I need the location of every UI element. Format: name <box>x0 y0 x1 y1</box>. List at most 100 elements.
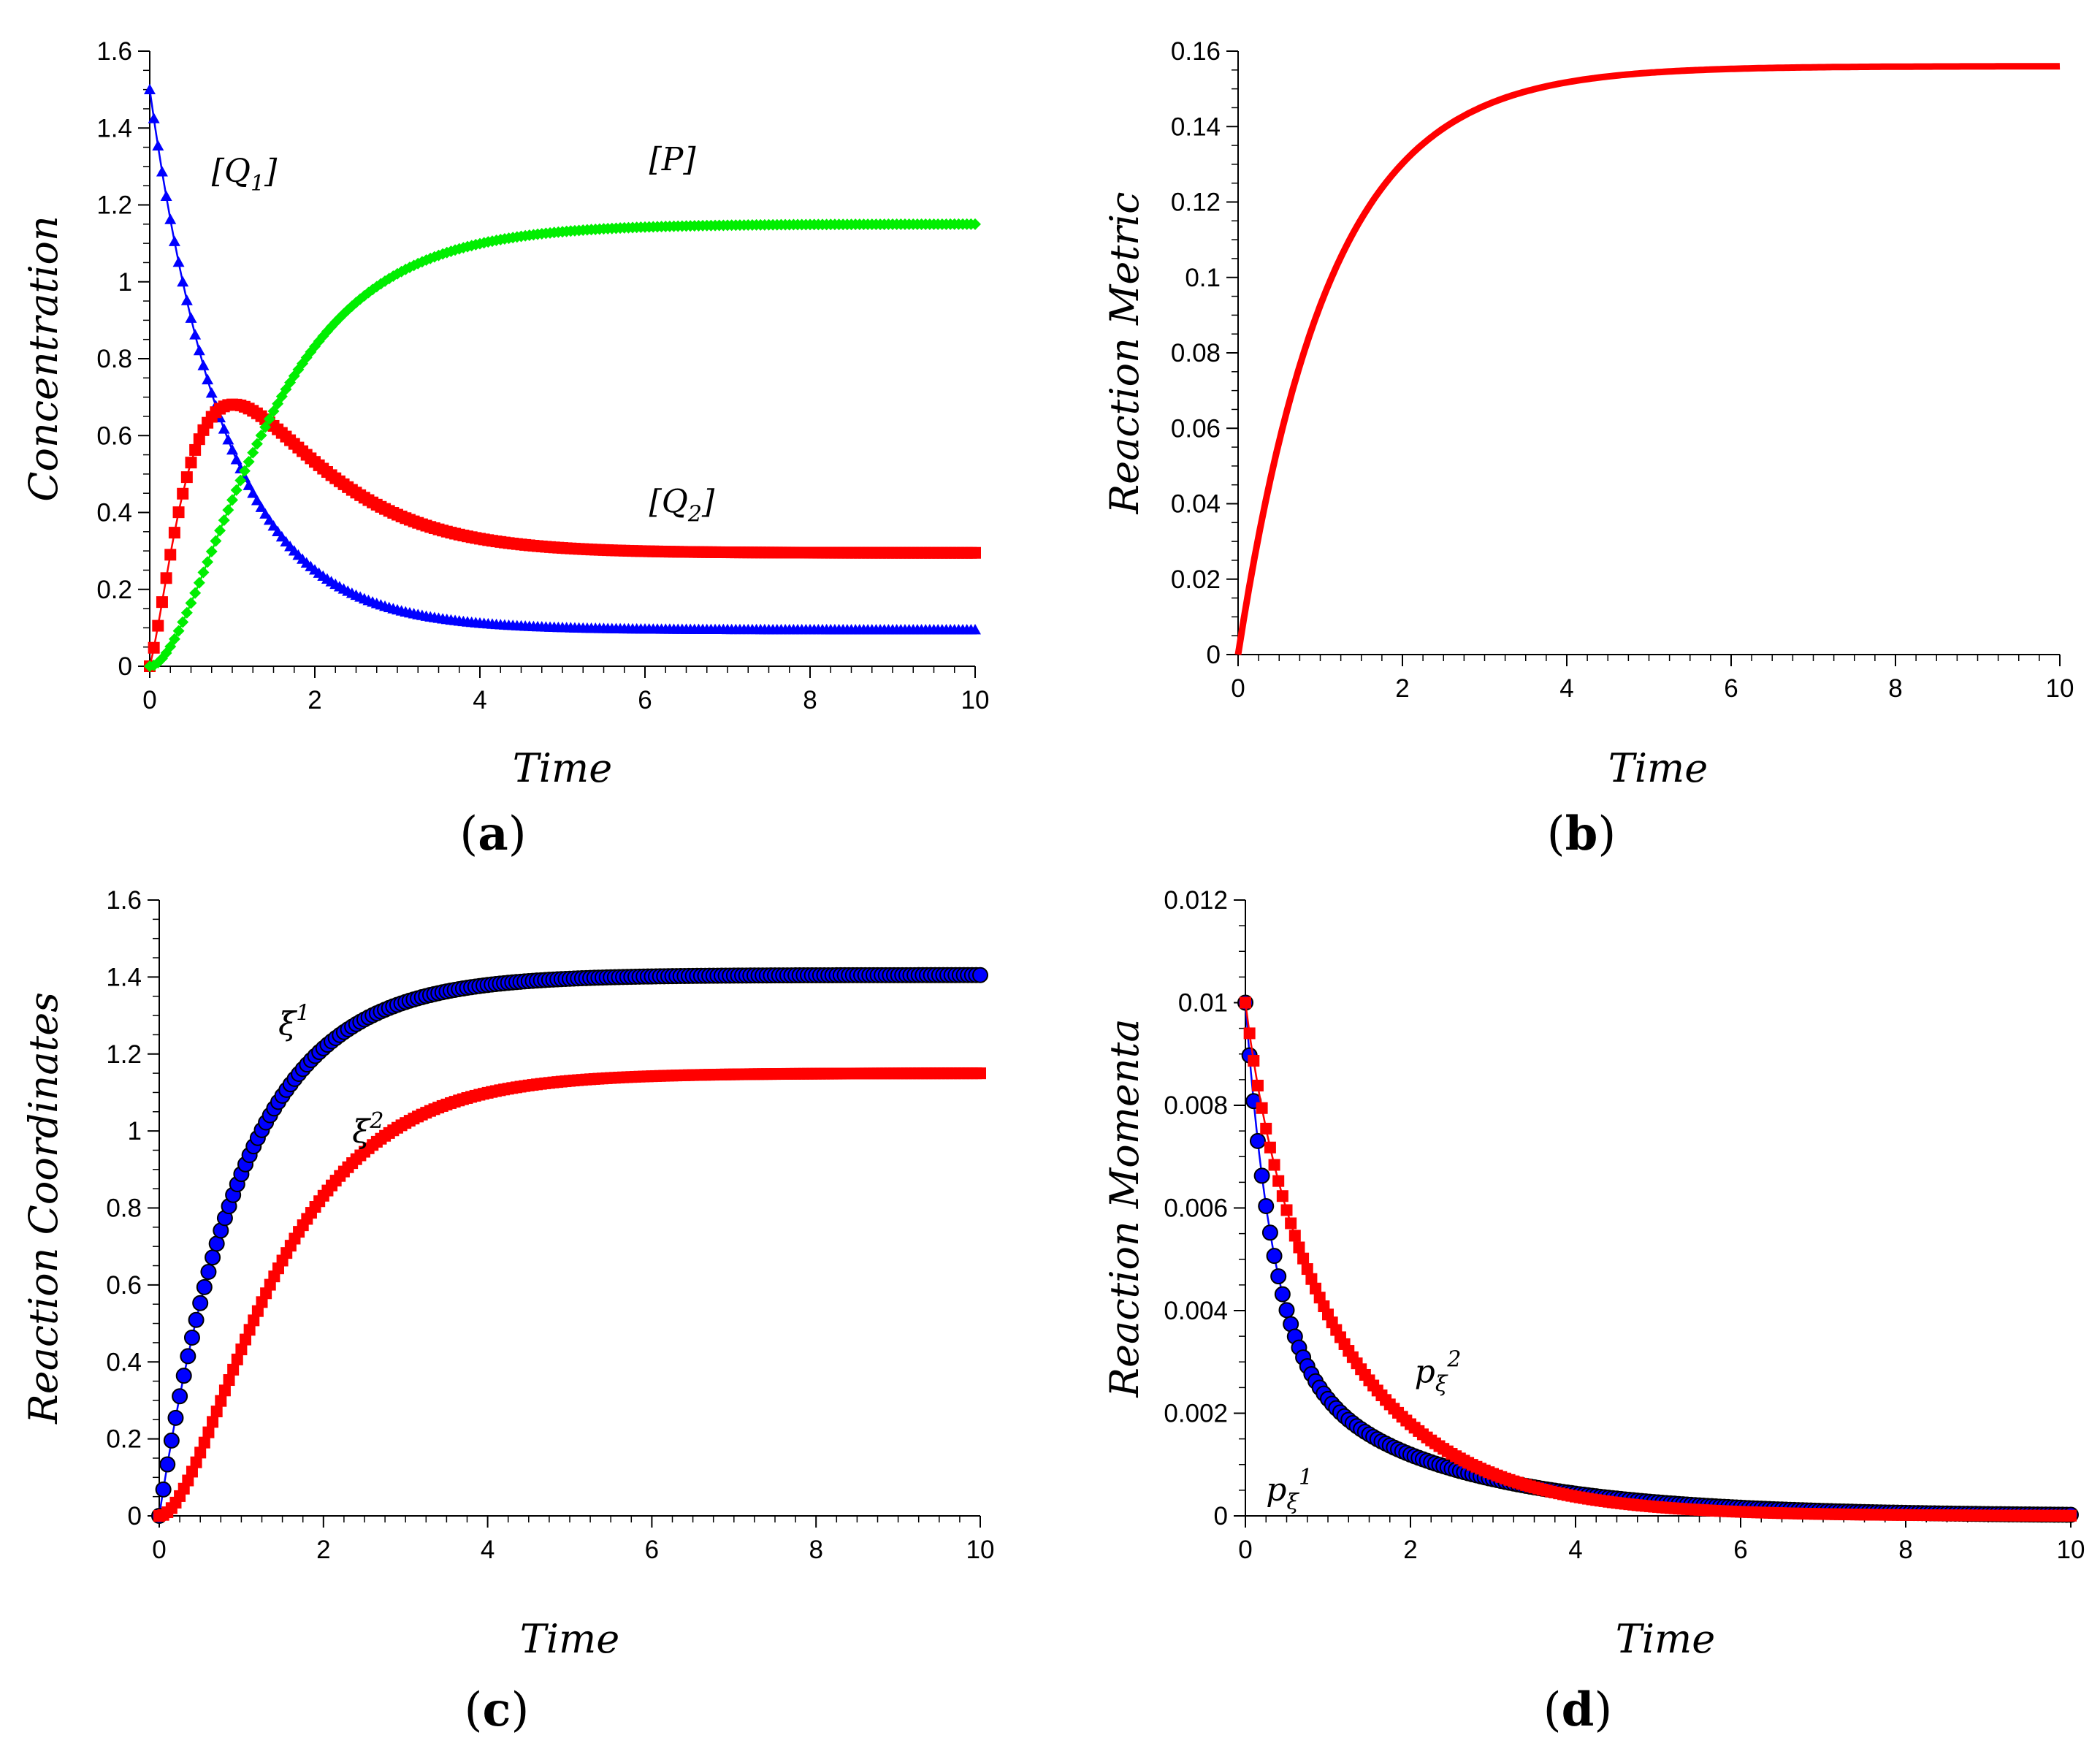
data-point <box>156 166 168 177</box>
data-point <box>247 446 259 459</box>
data-point <box>226 443 238 455</box>
series-none-ff0000 <box>1234 63 2061 655</box>
data-point <box>208 1235 225 1252</box>
chart-panel-a: 0 2 4 6 8 10 0 0.2 0.4 0.6 0.8 1 1.2 1.4 1.6 [Q1] [P] [Q2… <box>20 37 989 861</box>
y-tick-label: 0 <box>1214 1502 1228 1530</box>
data-point <box>251 438 263 450</box>
x-tick-label: 4 <box>1568 1536 1582 1564</box>
data-point <box>969 623 981 635</box>
data-point <box>180 471 193 484</box>
data-point <box>1293 1241 1305 1254</box>
data-point <box>164 213 177 224</box>
x-tick-label: 2 <box>1395 674 1409 703</box>
data-point <box>230 454 243 465</box>
data-point <box>168 633 180 645</box>
data-point <box>1256 1102 1268 1114</box>
data-point <box>202 1426 215 1438</box>
data-point <box>259 508 272 519</box>
data-point <box>205 545 218 557</box>
data-point <box>167 1409 184 1426</box>
y-tick-label: 0.6 <box>96 422 132 450</box>
y-tick-label: 0.06 <box>1171 414 1221 443</box>
data-point <box>2065 1509 2077 1522</box>
y-tick-label: 1.6 <box>106 886 142 915</box>
series-line <box>149 223 975 668</box>
data-point <box>172 625 185 637</box>
x-tick-label: 8 <box>809 1536 822 1564</box>
data-point <box>160 190 172 202</box>
series-square-ff0000 <box>153 1067 986 1522</box>
x-tick-label: 0 <box>142 686 156 714</box>
data-point <box>288 370 300 382</box>
panel-label: (b) <box>1547 807 1616 861</box>
y-tick-label: 0.006 <box>1164 1194 1228 1223</box>
data-point <box>226 494 238 506</box>
y-tick-label: 0.16 <box>1171 37 1221 66</box>
x-axis-title: Time <box>1616 1616 1715 1662</box>
data-point <box>1251 1079 1264 1091</box>
y-tick-label: 0.002 <box>1164 1400 1228 1428</box>
x-tick-label: 10 <box>2046 674 2074 703</box>
y-tick-label: 0.8 <box>106 1194 142 1223</box>
data-point <box>192 1295 209 1311</box>
data-point <box>1240 996 1251 1009</box>
data-point <box>185 597 197 609</box>
x-axis-title: Time <box>513 745 612 791</box>
y-tick-label: 1 <box>118 268 132 297</box>
x-tick-label: 6 <box>1733 1536 1747 1564</box>
x-tick-label: 8 <box>1898 1536 1912 1564</box>
series-circle-0000ff <box>151 967 988 1524</box>
chart-panel-d: 0 2 4 6 8 10 0 0.002 0.004 0.006 0.008 0.01 0.012 pξ2… <box>1101 886 2085 1737</box>
data-point <box>189 587 202 599</box>
y-tick-label: 0.2 <box>106 1425 142 1454</box>
data-point <box>197 359 210 370</box>
series-annotation: [P] <box>649 141 697 178</box>
x-tick-label: 4 <box>481 1536 495 1564</box>
y-tick-label: 0 <box>118 652 132 681</box>
data-point <box>248 1314 260 1327</box>
data-point <box>974 1067 986 1080</box>
chart-panel-c: 0 2 4 6 8 10 0 0.2 0.4 0.6 0.8 1 1.2 1.4 1.6 ξ1 ξ2 Time Re… <box>20 886 994 1737</box>
data-point <box>175 1368 192 1384</box>
data-point <box>205 1249 221 1266</box>
panel-label: (d) <box>1543 1682 1613 1737</box>
panel-label: (c) <box>465 1682 530 1737</box>
data-point <box>243 1324 256 1336</box>
y-axis-title: Reaction Momenta <box>1101 1018 1148 1398</box>
x-tick-label: 10 <box>961 686 990 714</box>
series-annotation: ξ1 <box>278 1000 310 1042</box>
data-point <box>163 1432 180 1449</box>
series-line <box>1234 63 2061 655</box>
data-point <box>230 484 243 496</box>
y-tick-label: 0 <box>128 1502 142 1530</box>
series-annotation: pξ1 <box>1266 1465 1313 1515</box>
data-point <box>247 487 259 498</box>
data-point <box>202 556 214 568</box>
series-line <box>159 1072 980 1517</box>
data-point <box>1260 1122 1272 1135</box>
x-tick-label: 0 <box>152 1536 166 1564</box>
data-point <box>152 140 164 151</box>
x-tick-label: 6 <box>1724 674 1738 703</box>
data-point <box>177 487 189 500</box>
data-point <box>1258 1197 1275 1214</box>
data-point <box>215 1395 227 1407</box>
data-point <box>263 413 275 425</box>
data-point <box>255 429 267 441</box>
data-point <box>200 1264 217 1281</box>
data-point <box>188 1311 205 1328</box>
data-point <box>180 606 193 619</box>
x-tick-label: 6 <box>638 686 652 714</box>
data-point <box>155 1481 172 1498</box>
y-tick-label: 0.4 <box>106 1348 142 1376</box>
data-point <box>1297 1252 1310 1265</box>
x-tick-label: 10 <box>2057 1536 2085 1564</box>
x-tick-label: 6 <box>645 1536 659 1564</box>
x-tick-label: 2 <box>1403 1536 1417 1564</box>
y-axis-title: Concentration <box>20 216 66 502</box>
data-point <box>210 1406 223 1418</box>
y-tick-label: 0.004 <box>1164 1297 1228 1325</box>
data-point <box>259 421 272 433</box>
data-point <box>148 113 160 123</box>
